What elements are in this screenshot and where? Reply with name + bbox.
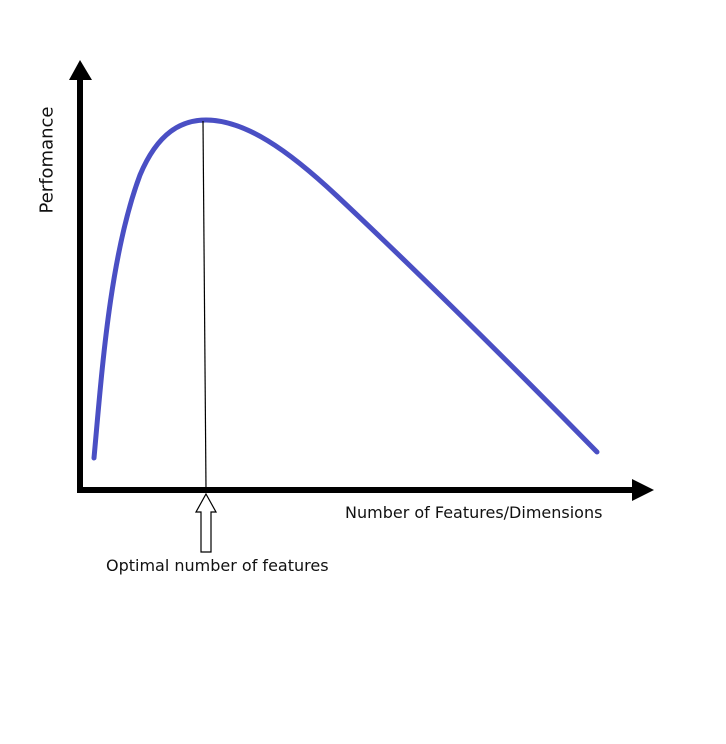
optimal-features-label: Optimal number of features [106, 556, 329, 575]
y-axis-arrowhead-icon [69, 60, 92, 80]
performance-curve [91, 117, 600, 461]
x-axis-arrowhead-icon [632, 479, 654, 501]
y-axis-label: Perfomance [36, 106, 58, 214]
optimal-feature-pointer-icon [194, 492, 218, 553]
optimal-feature-guide-line [202, 120, 207, 490]
x-axis-label: Number of Features/Dimensions [345, 503, 603, 522]
